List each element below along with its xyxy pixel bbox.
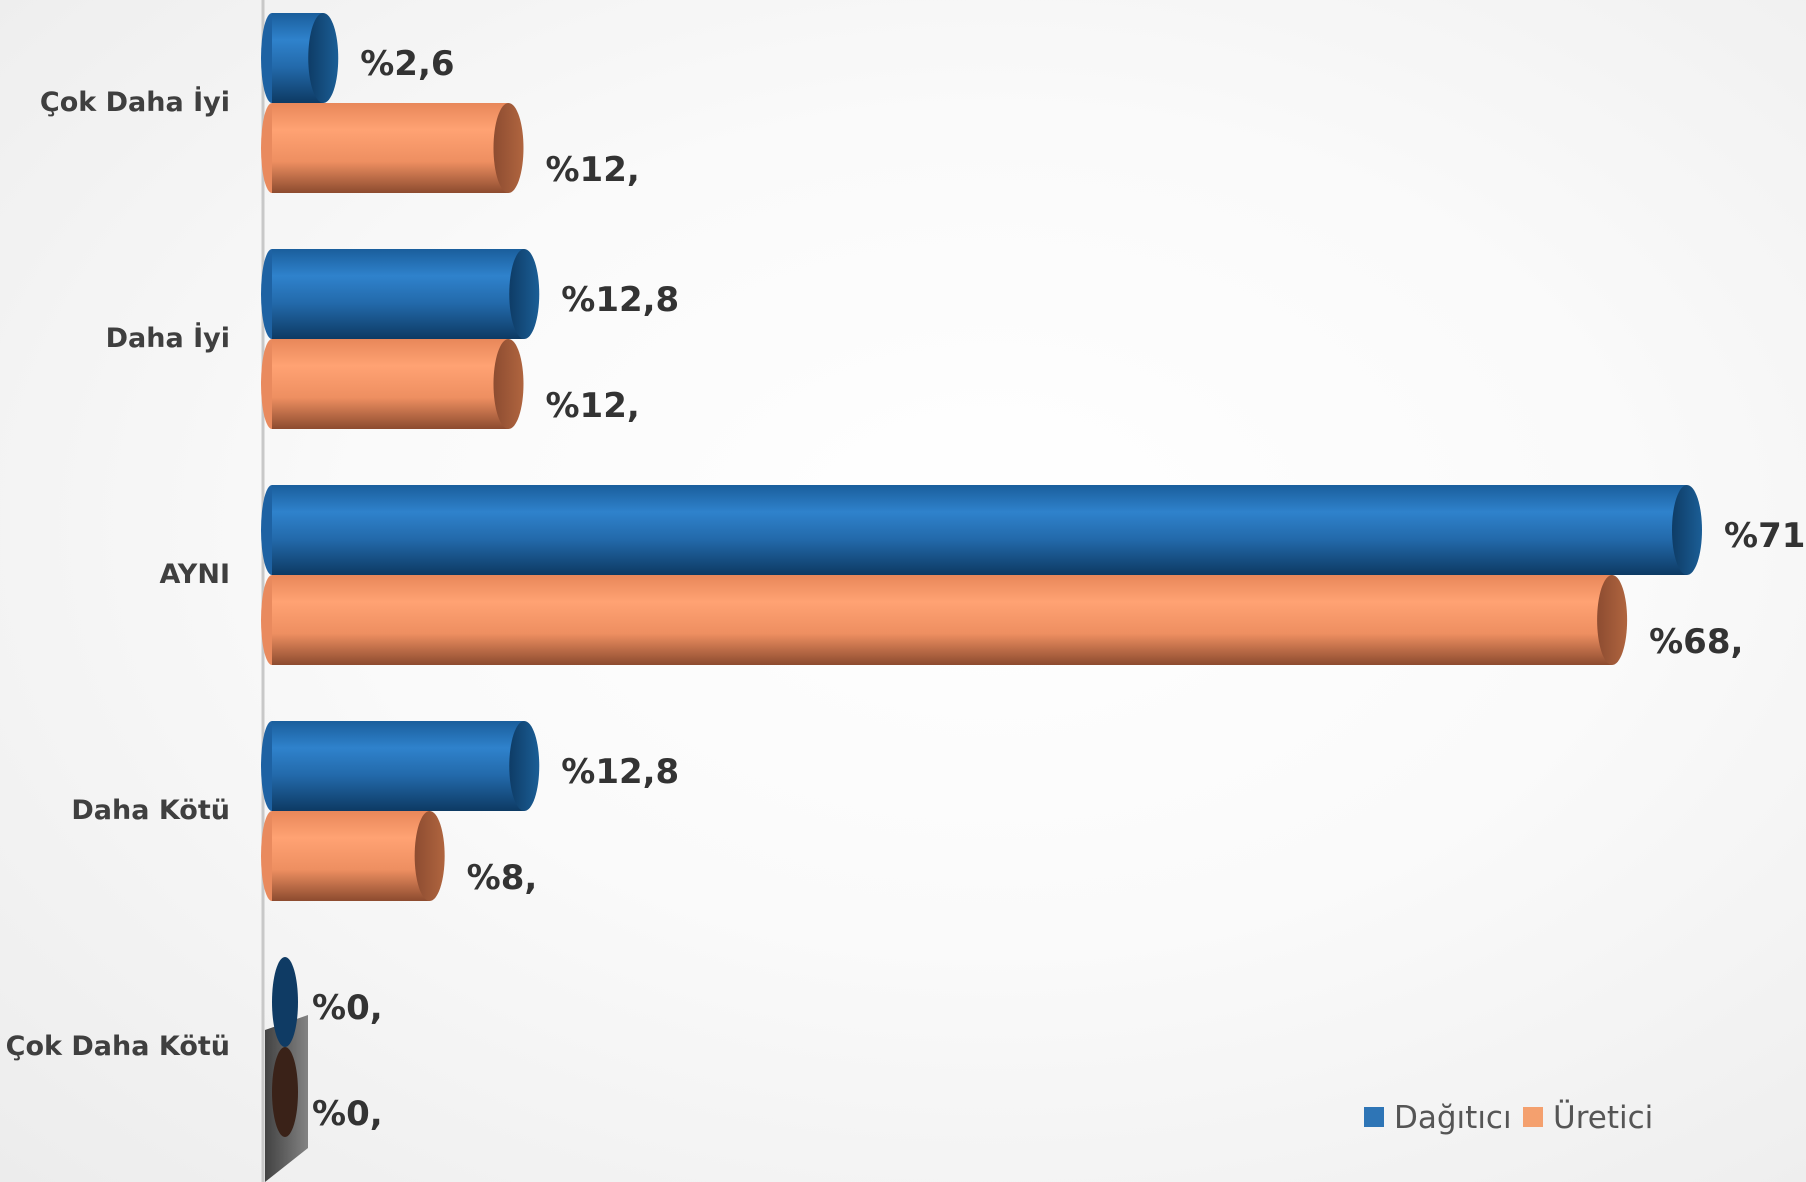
bar-body [272, 811, 430, 901]
data-label: %12,8 [561, 752, 679, 792]
data-label: %12, [545, 150, 639, 190]
bar-uretici [261, 339, 524, 429]
data-labels-layer: %12, %2,6 %12, %12,8 %68, %71,8 %8, %12,8 %0, %0, [312, 44, 1806, 1134]
data-label: %0, [312, 988, 383, 1028]
bar-dagitici [272, 957, 298, 1047]
bar-end-cap [272, 957, 298, 1047]
category-label: Çok Daha İyi [40, 86, 230, 118]
category-label: Çok Daha Kötü [6, 1031, 230, 1062]
data-label: %12,8 [561, 280, 679, 320]
bar-uretici [272, 1047, 298, 1137]
bar-uretici [261, 103, 524, 193]
legend: Dağıtıcı Üretici [1364, 1099, 1653, 1136]
bar-dagitici [261, 249, 540, 339]
data-label: %12, [545, 386, 639, 426]
bar-body [272, 485, 1687, 575]
data-label: %8, [467, 858, 538, 898]
data-label: %68, [1649, 622, 1743, 662]
bar-uretici [261, 811, 445, 901]
bar-dagitici [261, 13, 339, 103]
category-label: AYNI [159, 559, 230, 590]
data-label: %2,6 [360, 44, 454, 84]
category-axis-labels: Çok Daha İyi Daha İyi AYNI Daha Kötü Çok Dah… [6, 86, 230, 1062]
bar-end-cap [493, 103, 524, 193]
bar-dagitici [261, 485, 1702, 575]
legend-swatch-uretici [1523, 1107, 1543, 1127]
bar-end-cap [1672, 485, 1702, 575]
bar-end-cap [1597, 575, 1628, 665]
bar-end-cap [493, 339, 524, 429]
category-label: Daha Kötü [71, 795, 230, 826]
bar-end-cap [272, 1047, 298, 1137]
bar-body [272, 103, 509, 193]
data-label: %0, [312, 1094, 383, 1134]
bars-layer [261, 13, 1702, 1137]
bar-end-cap [414, 811, 445, 901]
bar-end-cap [308, 13, 339, 103]
bar-body [272, 249, 525, 339]
data-label: %71,8 [1724, 516, 1806, 556]
category-label: Daha İyi [106, 322, 230, 354]
bar-dagitici [261, 721, 540, 811]
bar-body [272, 721, 525, 811]
bar-body [272, 575, 1613, 665]
bar-end-cap [509, 249, 540, 339]
legend-label-dagitici: Dağıtıcı [1394, 1100, 1512, 1136]
bar-end-cap [509, 721, 540, 811]
legend-label-uretici: Üretici [1553, 1099, 1653, 1136]
bar-body [272, 339, 509, 429]
legend-swatch-dagitici [1364, 1107, 1384, 1127]
bar-uretici [261, 575, 1628, 665]
